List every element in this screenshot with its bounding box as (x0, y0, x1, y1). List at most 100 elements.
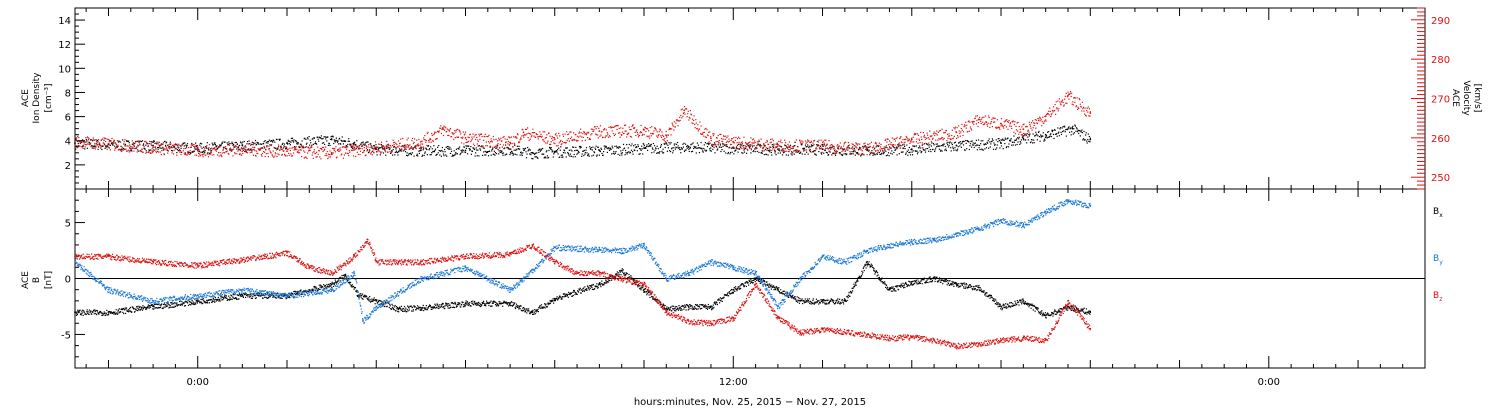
data-dot (358, 145, 360, 147)
data-dot (222, 299, 224, 301)
data-dot (421, 155, 423, 157)
data-dot (936, 146, 938, 148)
data-dot (741, 143, 743, 145)
data-dot (658, 131, 660, 133)
data-dot (166, 305, 169, 307)
data-dot (243, 292, 245, 294)
data-dot (668, 150, 671, 152)
data-dot (1037, 135, 1039, 137)
data-dot (761, 149, 763, 151)
data-dot (877, 145, 879, 147)
data-dot (792, 147, 794, 149)
data-dot (384, 150, 386, 152)
data-dot (1021, 136, 1023, 138)
data-dot (547, 156, 550, 159)
data-dot (509, 136, 511, 138)
data-dot (291, 137, 294, 139)
data-dot (204, 147, 206, 149)
data-dot (198, 300, 200, 302)
data-dot (174, 144, 176, 146)
data-dot (888, 149, 890, 151)
data-dot (136, 151, 138, 153)
data-dot (420, 309, 422, 311)
data-dot (176, 149, 178, 151)
data-dot (421, 309, 423, 311)
data-dot (700, 147, 702, 149)
data-dot (595, 133, 597, 135)
data-dot (384, 147, 386, 149)
data-dot (1026, 142, 1028, 144)
data-dot (1049, 134, 1051, 136)
data-dot (711, 143, 713, 146)
data-dot (879, 148, 881, 150)
data-dot (565, 156, 567, 158)
data-dot (337, 280, 339, 282)
data-dot (612, 152, 614, 154)
data-dot (483, 147, 485, 149)
data-dot (1017, 121, 1019, 123)
data-dot (233, 145, 235, 147)
data-dot (653, 130, 655, 132)
data-dot (981, 149, 983, 151)
data-dot (383, 146, 385, 148)
data-dot (915, 145, 917, 147)
data-dot (178, 150, 181, 152)
data-dot (454, 154, 456, 156)
data-dot (982, 140, 984, 142)
data-dot (94, 144, 96, 146)
data-dot (828, 154, 830, 156)
data-dot (466, 145, 468, 147)
data-dot (916, 133, 919, 135)
data-dot (670, 128, 672, 130)
data-dot (943, 132, 945, 134)
data-dot (328, 143, 330, 145)
data-dot (154, 307, 156, 309)
data-dot (675, 146, 677, 148)
data-dot (442, 127, 444, 129)
data-dot (1048, 114, 1050, 116)
data-dot (716, 149, 718, 151)
data-dot (183, 152, 185, 154)
data-dot (87, 143, 89, 145)
data-dot (1047, 136, 1049, 138)
data-dot (123, 313, 125, 315)
data-dot (152, 141, 154, 143)
data-dot (1030, 122, 1033, 124)
data-dot (1051, 131, 1053, 133)
data-dot (1071, 126, 1073, 129)
data-dot (790, 153, 792, 155)
data-dot (889, 140, 891, 142)
data-dot (610, 148, 612, 150)
data-dot (210, 151, 212, 153)
data-dot (864, 142, 866, 144)
data-dot (693, 115, 695, 117)
data-dot (704, 142, 706, 144)
data-dot (88, 313, 90, 315)
data-dot (386, 140, 388, 142)
data-dot (499, 139, 501, 141)
data-dot (780, 149, 782, 151)
data-dot (227, 152, 229, 155)
data-dot (535, 152, 537, 154)
data-dot (487, 141, 490, 143)
data-dot (992, 121, 995, 123)
data-dot (498, 150, 500, 152)
data-dot (194, 148, 196, 150)
data-dot (327, 286, 329, 288)
data-dot (950, 150, 952, 152)
data-dot (951, 144, 953, 146)
data-dot (403, 149, 405, 151)
data-dot (878, 145, 880, 147)
data-dot (726, 137, 728, 139)
data-dot (137, 145, 139, 147)
data-dot (896, 154, 898, 156)
data-dot (697, 130, 699, 132)
data-dot (826, 152, 829, 154)
data-dot (528, 139, 530, 141)
data-dot (1033, 142, 1035, 144)
data-dot (952, 138, 954, 140)
data-dot (839, 142, 841, 144)
data-dot (333, 142, 335, 145)
data-dot (1085, 132, 1087, 134)
